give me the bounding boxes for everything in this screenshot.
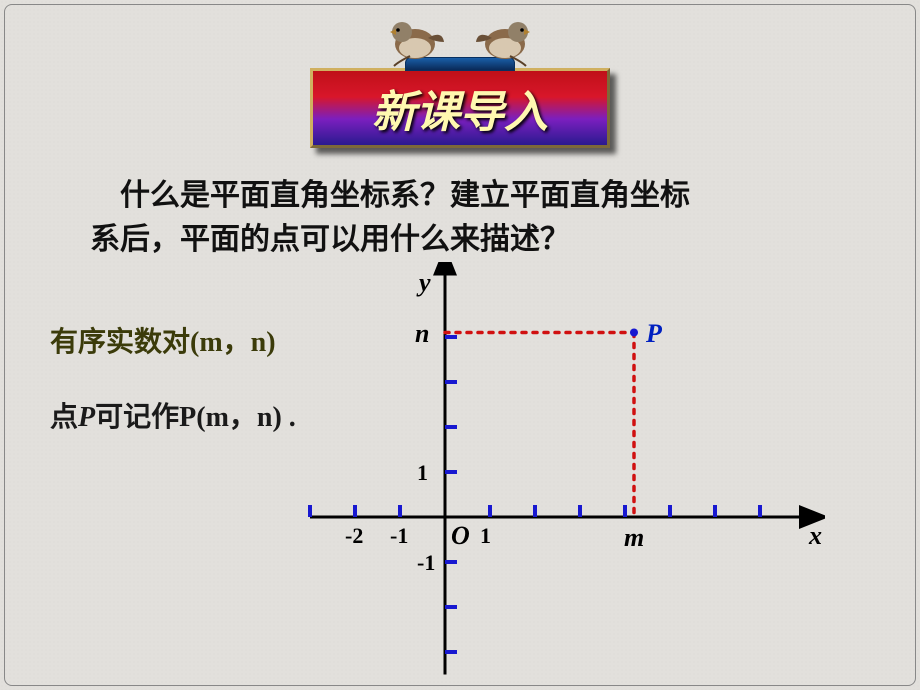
question-text: 什么是平面直角坐标系？建立平面直角坐标 系后，平面的点可以用什么来描述？ — [90, 174, 860, 261]
banner-title: 新课导入 — [372, 76, 548, 140]
bird-icon — [470, 8, 540, 68]
bird-icon — [380, 8, 450, 68]
answer-ordered-pair: 有序实数对(m，n) — [50, 320, 276, 360]
lesson-banner: 新课导入 — [310, 68, 610, 148]
answer-point-notation: 点P可记作P(m，n) . — [50, 395, 296, 435]
coordinate-diagram: -2-111-1OxymnP — [305, 262, 825, 682]
